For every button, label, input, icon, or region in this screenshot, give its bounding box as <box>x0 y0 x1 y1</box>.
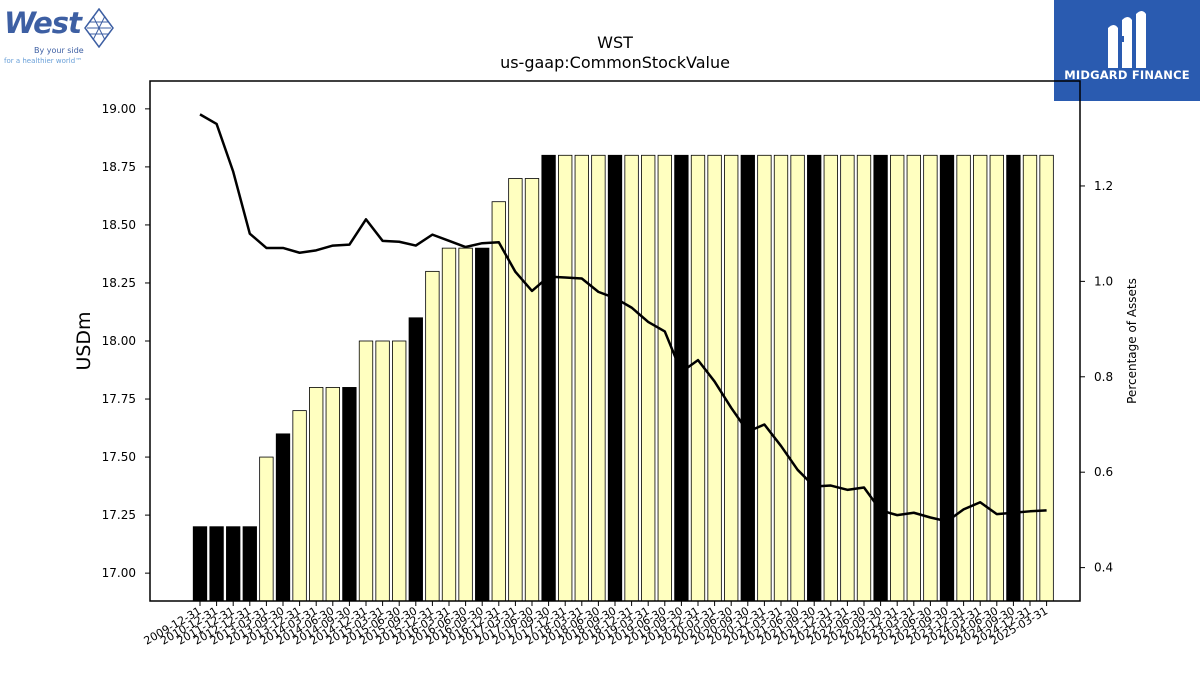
bar <box>1023 155 1037 601</box>
y2-tick-label: 1.2 <box>1094 179 1113 193</box>
bar <box>459 248 473 601</box>
y-tick-label: 18.75 <box>102 160 136 174</box>
bar <box>940 155 954 601</box>
y-tick-label: 17.25 <box>102 508 136 522</box>
bar <box>990 155 1004 601</box>
bar <box>226 527 240 601</box>
y-tick-label: 17.75 <box>102 392 136 406</box>
bar <box>392 341 406 601</box>
bar <box>309 387 323 601</box>
bar <box>343 387 357 601</box>
bar <box>741 155 755 601</box>
bar <box>907 155 921 601</box>
bar <box>791 155 805 601</box>
bar <box>890 155 904 601</box>
bar <box>857 155 871 601</box>
bar <box>724 155 738 601</box>
y2-tick-label: 1.0 <box>1094 274 1113 288</box>
y2-tick-label: 0.6 <box>1094 465 1113 479</box>
bars-layer <box>193 155 1053 601</box>
bar <box>592 155 606 601</box>
y-tick-label: 17.50 <box>102 450 136 464</box>
bar <box>276 434 290 601</box>
bar <box>260 457 274 601</box>
bar <box>874 155 888 601</box>
y-axis-label: USDm <box>73 311 95 370</box>
y2-axis: 0.4 0.6 0.8 1.0 1.2 <box>1080 179 1113 575</box>
bar <box>924 155 938 601</box>
chart: WST us-gaap:CommonStockValue 17.0017.251… <box>0 0 1200 675</box>
bar <box>841 155 855 601</box>
bar <box>509 179 523 602</box>
bar <box>957 155 971 601</box>
y2-axis-label: Percentage of Assets <box>1125 278 1139 404</box>
bar <box>641 155 655 601</box>
bar <box>774 155 788 601</box>
bar <box>475 248 489 601</box>
bar <box>691 155 705 601</box>
bar <box>193 527 207 601</box>
bar <box>758 155 772 601</box>
bar <box>492 202 506 601</box>
bar <box>608 155 622 601</box>
bar <box>708 155 722 601</box>
bar <box>525 179 539 602</box>
y-tick-label: 18.50 <box>102 218 136 232</box>
y-tick-label: 18.00 <box>102 334 136 348</box>
chart-subtitle: us-gaap:CommonStockValue <box>500 53 730 72</box>
bar <box>1040 155 1054 601</box>
bar <box>1007 155 1021 601</box>
bar <box>675 155 689 601</box>
bar <box>575 155 589 601</box>
y2-tick-label: 0.4 <box>1094 561 1113 575</box>
bar <box>293 411 307 601</box>
bar <box>376 341 390 601</box>
chart-title: WST <box>597 33 633 52</box>
bar <box>409 318 423 601</box>
x-axis: 2009-12-312010-12-312011-12-312012-12-31… <box>142 601 1050 648</box>
y-tick-label: 17.00 <box>102 566 136 580</box>
bar <box>243 527 256 601</box>
bar <box>558 155 572 601</box>
bar <box>426 271 440 601</box>
bar <box>359 341 373 601</box>
y-axis: 17.00 17.25 17.50 17.75 18.00 18.25 18.50 18.75… <box>102 102 150 580</box>
bar <box>542 155 556 601</box>
bar <box>326 387 340 601</box>
y2-tick-label: 0.8 <box>1094 370 1113 384</box>
bar <box>658 155 672 601</box>
y-tick-label: 18.25 <box>102 276 136 290</box>
y-tick-label: 19.00 <box>102 102 136 116</box>
bar <box>210 527 224 601</box>
bar <box>973 155 987 601</box>
bar <box>807 155 821 601</box>
bar <box>625 155 639 601</box>
bar <box>824 155 838 601</box>
bar <box>442 248 456 601</box>
